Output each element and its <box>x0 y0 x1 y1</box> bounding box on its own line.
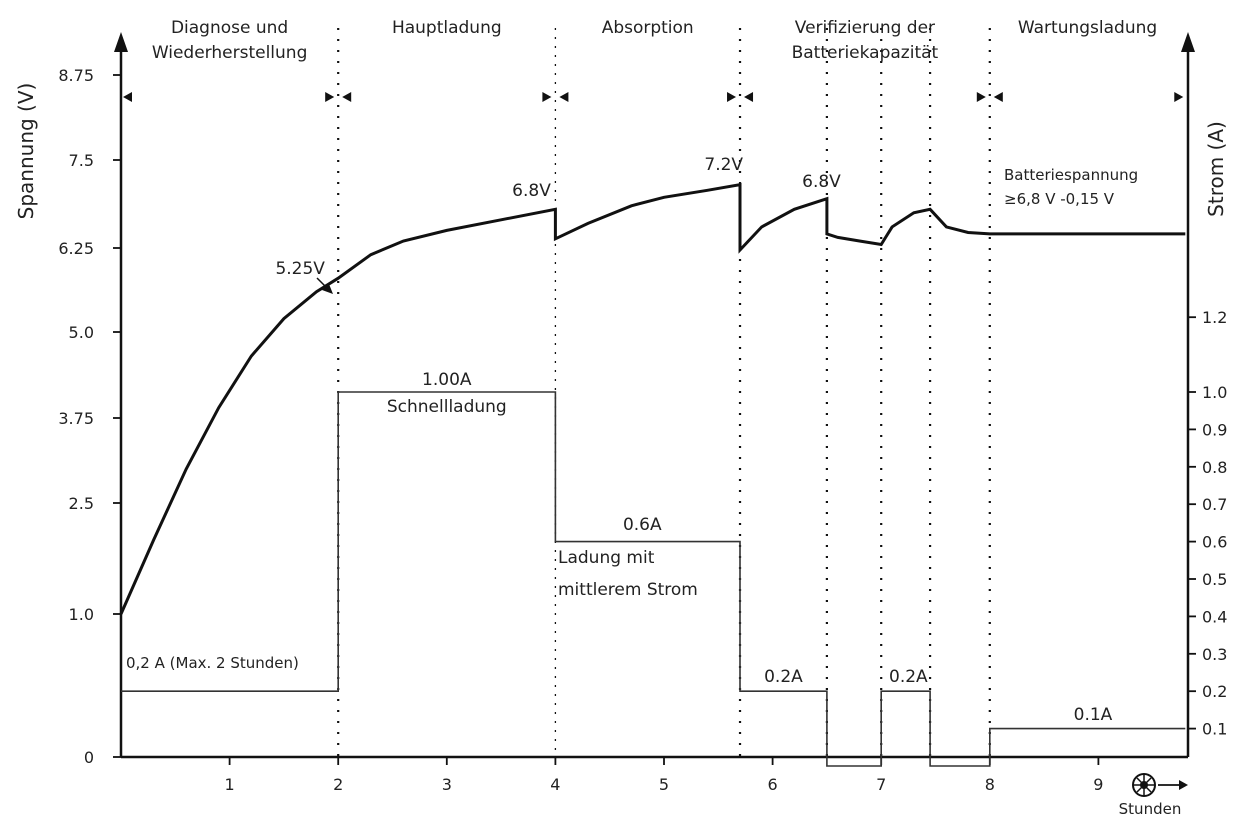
annotation-5: ≥6,8 V -0,15 V <box>1004 190 1115 208</box>
left-y-axis-title: Spannung (V) <box>14 83 38 220</box>
x-tick-label-1: 2 <box>333 775 343 794</box>
left-tick-label-7: 8.75 <box>58 66 94 85</box>
x-axis-unit-label: Stunden <box>1119 800 1182 818</box>
5.25v-pointer-head <box>322 284 333 294</box>
right-tick-label-9: 1.0 <box>1202 383 1227 402</box>
phase-arrow-4 <box>559 92 569 102</box>
stunden-clock-icon <box>1132 773 1156 797</box>
stunden-arrow-icon <box>1158 780 1188 790</box>
phase-arrow-0 <box>123 92 132 102</box>
annotation-10: mittlerem Strom <box>558 580 698 600</box>
right-tick-label-1: 0.2 <box>1202 682 1227 701</box>
x-ticks: 1 2 3 4 5 6 7 8 9 <box>225 757 1103 794</box>
x-tick-label-4: 5 <box>659 775 669 794</box>
right-tick-label-0: 0.1 <box>1202 720 1227 739</box>
phase-arrow-3 <box>542 92 552 102</box>
annotation-13: 0.1A <box>1074 705 1113 725</box>
annotation-2: 7.2V <box>704 155 743 175</box>
left-tick-label-5: 6.25 <box>58 239 94 258</box>
current-series-line <box>121 391 1186 767</box>
left-axis-arrow <box>114 32 128 52</box>
right-tick-label-8: 0.9 <box>1202 420 1227 439</box>
phase-label-3: Verifizierung der Batteriekapazität <box>792 18 939 63</box>
left-tick-label-1: 1.0 <box>69 605 94 624</box>
x-tick-label-7: 8 <box>985 775 995 794</box>
annotation-7: Schnellladung <box>387 397 507 417</box>
right-tick-label-7: 0.8 <box>1202 458 1227 477</box>
right-tick-label-3: 0.4 <box>1202 607 1227 626</box>
right-tick-label-4: 0.5 <box>1202 570 1227 589</box>
x-tick-label-3: 4 <box>550 775 560 794</box>
phase-arrow-5 <box>727 92 737 102</box>
phase-arrow-1 <box>325 92 335 102</box>
phase-label-2: Absorption <box>602 18 694 38</box>
left-tick-label-6: 7.5 <box>69 151 94 170</box>
left-tick-label-3: 3.75 <box>58 409 94 428</box>
voltage-series-line <box>119 182 1186 615</box>
phase-arrows <box>123 92 1184 102</box>
annotation-11: 0.2A <box>764 667 803 687</box>
annotation-1: 6.8V <box>512 181 551 201</box>
annotation-12: 0.2A <box>889 667 928 687</box>
annotation-3: 6.8V <box>802 172 841 192</box>
phase-arrow-9 <box>1174 92 1184 102</box>
phase-arrow-2 <box>342 92 352 102</box>
right-tick-label-10: 1.2 <box>1202 308 1227 327</box>
right-axis-arrow <box>1181 32 1195 52</box>
phase-labels: Diagnose und Wiederherstellung Hauptladung… <box>152 18 1157 63</box>
x-tick-label-6: 7 <box>876 775 886 794</box>
x-tick-label-8: 9 <box>1093 775 1103 794</box>
x-tick-label-5: 6 <box>768 775 778 794</box>
annotation-8: 0.6A <box>623 515 662 535</box>
left-tick-label-4: 5.0 <box>69 323 94 342</box>
axes <box>114 32 1195 759</box>
phase-label-1: Hauptladung <box>392 18 502 38</box>
phase-arrow-7 <box>976 92 986 102</box>
annotations: 5.25V 6.8V 7.2V 6.8V Batteriespannung ≥6,8 V … <box>126 155 1138 725</box>
annotation-9: Ladung mit <box>558 548 655 568</box>
annotation-14: 0,2 A (Max. 2 Stunden) <box>126 654 299 672</box>
right-y-axis-title: Strom (A) <box>1204 121 1228 217</box>
annotation-6: 1.00A <box>422 370 472 390</box>
phase-arrow-8 <box>993 92 1003 102</box>
phase-label-4: Wartungsladung <box>1018 18 1157 38</box>
x-tick-label-2: 3 <box>442 775 452 794</box>
left-tick-label-0: 0 <box>84 748 94 767</box>
right-tick-label-2: 0.3 <box>1202 645 1227 664</box>
annotation-4: Batteriespannung <box>1004 166 1138 184</box>
left-tick-label-2: 2.5 <box>69 494 94 513</box>
phase-label-0: Diagnose und Wiederherstellung <box>152 18 308 63</box>
x-tick-label-0: 1 <box>225 775 235 794</box>
right-y-ticks: 0.1 0.2 0.3 0.4 0.5 0.6 0.7 0.8 0.9 1.0 1.2 <box>1188 308 1227 739</box>
left-y-ticks: 0 1.0 2.5 3.75 5.0 6.25 7.5 8.75 <box>58 66 121 767</box>
annotation-0: 5.25V <box>275 259 325 279</box>
right-tick-label-6: 0.7 <box>1202 495 1227 514</box>
right-tick-label-5: 0.6 <box>1202 533 1227 552</box>
phase-arrow-6 <box>744 92 754 102</box>
